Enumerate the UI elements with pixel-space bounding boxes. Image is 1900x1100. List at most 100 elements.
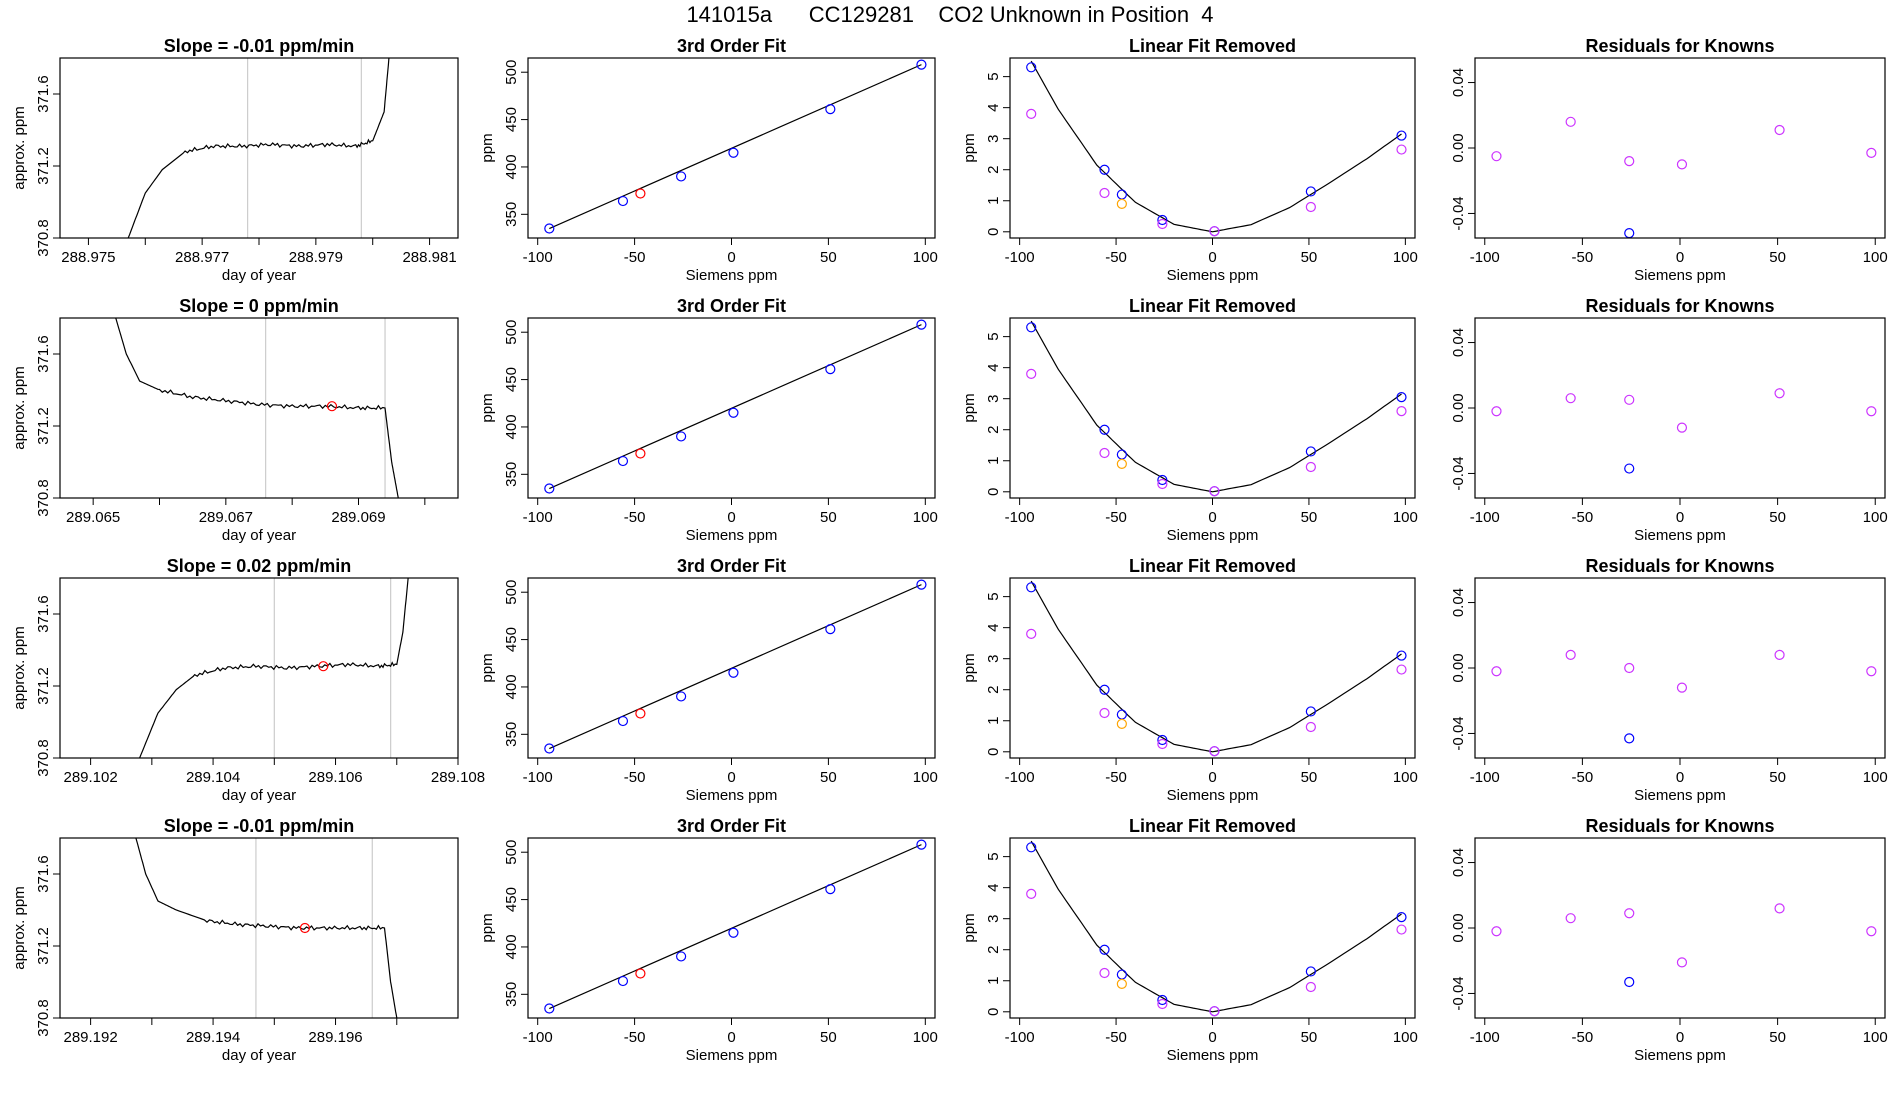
fit-line [549, 324, 922, 490]
data-point [1491, 151, 1502, 162]
y-tick-label: 450 [503, 367, 520, 392]
x-tick-label: -100 [1005, 509, 1035, 526]
series-line [127, 58, 390, 238]
chart-title: Linear Fit Removed [1129, 36, 1296, 56]
data-point [1624, 155, 1635, 167]
data-point [1676, 422, 1688, 433]
data-point [635, 448, 646, 459]
x-axis-label: Siemens ppm [686, 527, 778, 544]
y-tick-label: 0 [985, 1008, 1002, 1016]
x-axis-label: Siemens ppm [1167, 267, 1259, 284]
x-tick-label: 50 [820, 249, 837, 266]
x-tick-label: 289.069 [331, 509, 385, 526]
chart-panel-3-1: 3rd Order Fit -100 -50 0 50 100 350 400 450 500 Si… [479, 816, 938, 1064]
y-tick-label: 0.00 [1450, 393, 1467, 422]
x-tick-label: -100 [523, 509, 553, 526]
plot-area [544, 319, 927, 494]
y-tick-label: 350 [503, 982, 520, 1007]
plot-area [1026, 320, 1407, 497]
x-tick-label: 288.979 [289, 249, 343, 266]
y-tick-label: 0.04 [1450, 328, 1467, 357]
x-tick-label: -100 [523, 249, 553, 266]
data-point [1116, 189, 1127, 200]
chart-title: 3rd Order Fit [677, 816, 786, 836]
data-point [1396, 144, 1407, 155]
y-axis-label: approx. ppm [11, 106, 28, 189]
x-axis-label: Siemens ppm [1634, 267, 1726, 284]
data-point [1624, 227, 1635, 238]
chart-panel-0-1: 3rd Order Fit -100 -50 0 50 100 350 400 450 500 Si… [479, 36, 938, 284]
y-tick-label: 5 [985, 72, 1002, 80]
data-point [1157, 474, 1168, 486]
chart-title: Residuals for Knowns [1585, 36, 1774, 56]
x-tick-label: -100 [523, 769, 553, 786]
plot-area [1026, 60, 1407, 237]
page-title: 141015a CC129281 CO2 Unknown in Position… [686, 2, 1214, 27]
data-point [617, 715, 629, 727]
data-point [916, 59, 927, 70]
data-point [1624, 394, 1635, 405]
y-tick-label: 0.04 [1450, 68, 1467, 97]
x-tick-label: 50 [1301, 249, 1318, 266]
y-axis-label: ppm [479, 653, 496, 682]
y-tick-label: 400 [503, 414, 520, 439]
x-tick-label: 0 [727, 769, 735, 786]
plot-frame [59, 577, 459, 759]
data-point [825, 104, 836, 115]
plot-frame [1009, 57, 1416, 239]
data-point [1624, 662, 1635, 674]
data-point [544, 1003, 555, 1014]
data-point [1396, 392, 1407, 403]
y-tick-label: 370.8 [35, 479, 52, 517]
data-point [1157, 994, 1168, 1006]
x-tick-label: 288.975 [61, 249, 115, 266]
data-point [728, 927, 739, 938]
y-tick-label: 3 [985, 135, 1002, 143]
x-tick-label: 0 [1676, 509, 1684, 526]
data-point [635, 968, 646, 979]
y-axis-label: ppm [479, 133, 496, 162]
plot-frame [1474, 577, 1886, 759]
x-tick-label: 100 [1863, 769, 1888, 786]
data-point [1099, 424, 1110, 435]
data-point [1116, 969, 1127, 980]
data-point [617, 455, 629, 467]
plot-area [1026, 580, 1407, 757]
plot-frame [1009, 837, 1416, 1019]
y-tick-label: 0.04 [1450, 848, 1467, 877]
chart-panel-0-3: Residuals for Knowns -100 -50 0 50 100 -0.04 0.… [1450, 36, 1888, 284]
y-axis-label: approx. ppm [11, 886, 28, 969]
x-tick-label: 0 [1676, 249, 1684, 266]
data-point [825, 364, 836, 375]
x-tick-label: 0 [1208, 1029, 1216, 1046]
y-tick-label: 371.2 [35, 667, 52, 705]
data-point [1026, 628, 1037, 639]
data-point [299, 922, 311, 934]
data-point [1157, 478, 1168, 490]
x-tick-label: -50 [1105, 1029, 1127, 1046]
x-axis-label: day of year [222, 527, 296, 544]
y-tick-label: 1 [985, 457, 1002, 465]
y-tick-label: 0 [985, 228, 1002, 236]
y-tick-label: 500 [503, 580, 520, 605]
x-tick-label: 100 [913, 769, 938, 786]
y-tick-label: -0.04 [1450, 976, 1467, 1010]
data-point [1305, 201, 1316, 213]
data-point [1774, 649, 1785, 661]
y-tick-label: 4 [985, 623, 1002, 631]
plot-area [1026, 840, 1407, 1017]
x-tick-label: 289.192 [63, 1029, 117, 1046]
x-axis-label: Siemens ppm [1634, 787, 1726, 804]
y-tick-label: 0.00 [1450, 133, 1467, 162]
y-tick-label: 500 [503, 840, 520, 865]
y-tick-label: 2 [985, 426, 1002, 434]
data-point [916, 319, 927, 330]
data-point [1026, 582, 1037, 593]
data-point [1099, 164, 1110, 175]
y-tick-label: 371.2 [35, 407, 52, 445]
data-point [1624, 976, 1635, 988]
x-tick-label: -50 [1572, 769, 1594, 786]
fit-curve [1030, 580, 1402, 753]
x-axis-label: Siemens ppm [1167, 787, 1259, 804]
